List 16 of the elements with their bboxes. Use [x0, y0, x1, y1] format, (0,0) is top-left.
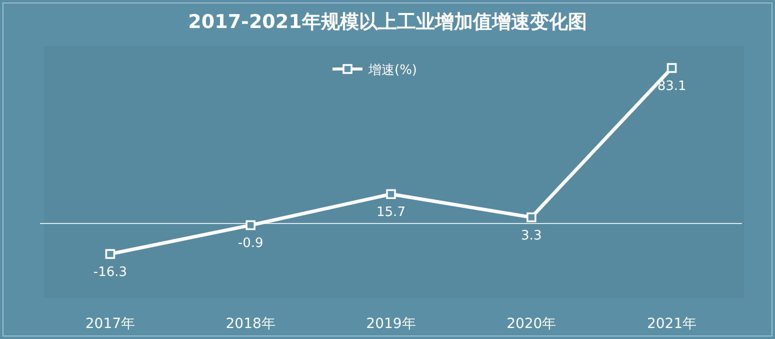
x-tick-label: 2018年: [226, 316, 276, 332]
chart-title: 2017-2021年规模以上工业增加值增速变化图: [188, 11, 587, 33]
point: [105, 249, 116, 259]
x-tick-label: 2020年: [506, 316, 556, 332]
legend-label: 增速(%): [368, 63, 417, 78]
point: [246, 220, 256, 230]
point: [526, 212, 536, 222]
point: [386, 189, 396, 200]
x-tick-label: 2019年: [366, 316, 416, 332]
data-label: 3.3: [521, 228, 542, 244]
x-tick-label: 2017年: [85, 316, 136, 332]
data-label: 15.7: [376, 205, 406, 220]
point: [666, 63, 677, 73]
data-label: -0.9: [238, 236, 264, 252]
x-tick-label: 2021年: [646, 316, 697, 332]
data-label: -16.3: [93, 265, 128, 280]
